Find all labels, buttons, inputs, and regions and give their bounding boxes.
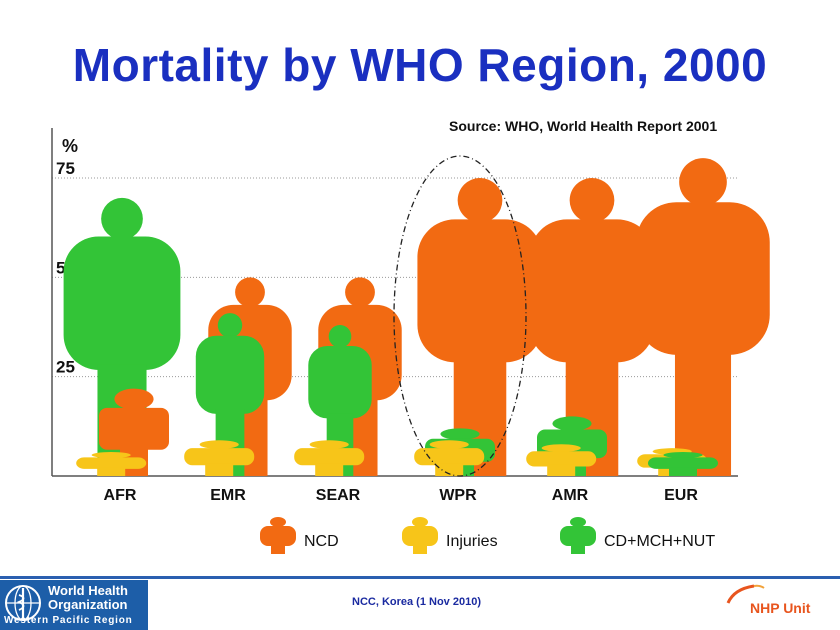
figure-amr-injuries bbox=[526, 444, 597, 476]
highlight-group bbox=[393, 155, 527, 477]
figure-wpr-injuries bbox=[414, 440, 485, 476]
who-emblem-icon bbox=[5, 585, 41, 621]
x-tick-label-amr: AMR bbox=[552, 487, 589, 504]
x-tick-label-eur: EUR bbox=[664, 487, 698, 504]
legend: NCD Injuries CD+MCH+NUT bbox=[260, 517, 715, 554]
figure-eur-cdmchnut bbox=[648, 452, 718, 476]
legend-item-ncd: NCD bbox=[260, 517, 339, 554]
x-tick-labels: AFR EMR SEAR WPR AMR EUR bbox=[104, 487, 699, 504]
figures bbox=[63, 158, 770, 476]
footer-divider bbox=[0, 576, 840, 579]
footer-credit: NCC, Korea (1 Nov 2010) bbox=[352, 596, 481, 608]
nhp-logo-icon bbox=[726, 584, 765, 604]
legend-item-cdmchnut: CD+MCH+NUT bbox=[560, 517, 715, 554]
nhp-unit-label: NHP Unit bbox=[750, 600, 811, 616]
who-region-label: Western Pacific Region bbox=[4, 615, 133, 626]
who-logo-box bbox=[0, 580, 148, 630]
y-tick-label: 75 bbox=[56, 159, 75, 178]
legend-item-injuries: Injuries bbox=[402, 517, 498, 554]
y-tick-label: 25 bbox=[56, 358, 75, 377]
who-org-name: World Health Organization bbox=[48, 584, 128, 612]
x-tick-label-afr: AFR bbox=[104, 487, 137, 504]
who-org-name-line2: Organization bbox=[48, 597, 128, 612]
x-tick-label-wpr: WPR bbox=[439, 487, 477, 504]
legend-label: Injuries bbox=[446, 533, 498, 550]
figure-afr-injuries bbox=[76, 452, 147, 476]
legend-label: CD+MCH+NUT bbox=[604, 533, 715, 550]
legend-label: NCD bbox=[304, 533, 339, 550]
axes bbox=[51, 128, 738, 477]
figure-emr-injuries bbox=[184, 440, 255, 476]
figure-eur-ncd bbox=[636, 158, 770, 476]
x-tick-label-sear: SEAR bbox=[316, 487, 361, 504]
y-axis-label: % bbox=[62, 136, 78, 156]
figure-wpr-ncd bbox=[417, 178, 543, 476]
x-tick-label-emr: EMR bbox=[210, 487, 246, 504]
who-org-name-line1: World Health bbox=[48, 583, 128, 598]
highlight-ellipse-wpr bbox=[393, 155, 527, 477]
figure-afr-ncd bbox=[99, 388, 169, 476]
source-note: Source: WHO, World Health Report 2001 bbox=[449, 118, 718, 134]
page-title: Mortality by WHO Region, 2000 bbox=[72, 39, 768, 91]
figure-sear-injuries bbox=[294, 440, 365, 476]
